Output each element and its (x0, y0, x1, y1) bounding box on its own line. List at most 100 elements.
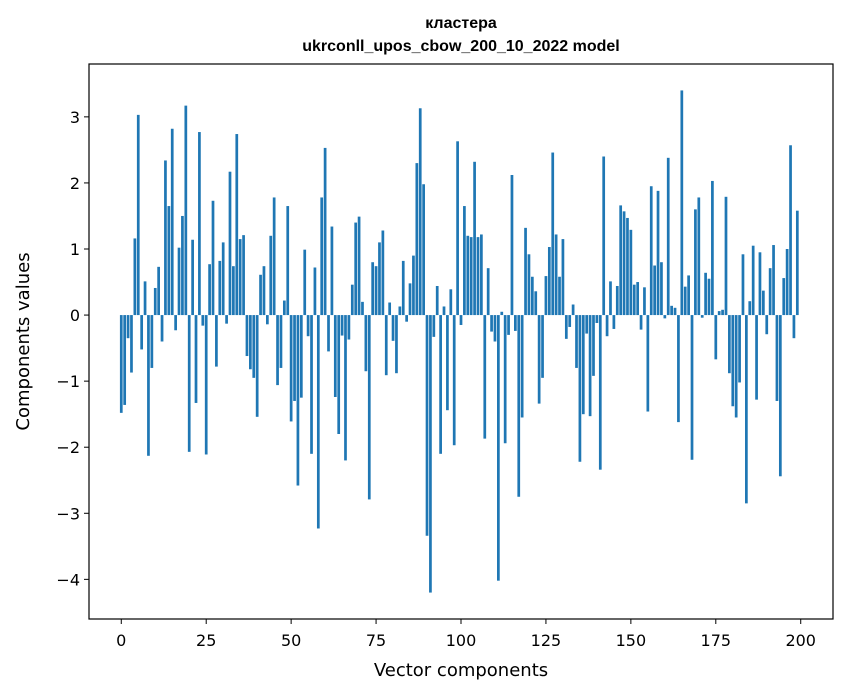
y-tick-label: 1 (70, 240, 80, 259)
bar-117 (517, 315, 521, 497)
bar-60 (323, 147, 327, 316)
y-tick-label: 0 (70, 306, 80, 325)
bar-118 (520, 315, 524, 418)
bar-35 (238, 239, 242, 316)
x-tick-label: 175 (701, 631, 732, 650)
bar-43 (266, 315, 269, 325)
y-axis-ticks: −4 −3 −2 −1 0 1 2 3 (56, 108, 89, 589)
bar-14 (167, 206, 171, 316)
bar-11 (157, 266, 160, 316)
bar-133 (571, 304, 575, 316)
bar-194 (778, 315, 782, 477)
x-tick-label: 75 (366, 631, 386, 650)
bar-18 (181, 215, 184, 316)
bar-187 (755, 315, 758, 400)
y-tick-label: −2 (56, 438, 80, 457)
bar-83 (401, 260, 405, 316)
bar-82 (398, 306, 402, 316)
bar-157 (653, 265, 656, 316)
bar-47 (279, 315, 283, 368)
x-tick-label: 0 (116, 631, 126, 650)
bar-7 (143, 281, 147, 316)
bar-26 (208, 264, 211, 316)
bar-73 (367, 315, 371, 500)
bar-125 (544, 276, 548, 316)
bar-150 (629, 229, 633, 316)
bar-152 (636, 282, 640, 316)
bar-65 (340, 315, 344, 336)
bar-67 (347, 315, 351, 340)
bar-86 (412, 255, 415, 316)
bar-195 (782, 278, 786, 316)
bar-144 (609, 281, 612, 316)
bar-29 (218, 260, 222, 316)
bar-143 (605, 315, 609, 337)
chart-title-line-2: ukrconll_upos_cbow_200_10_2022 model (302, 38, 619, 55)
bar-9 (150, 315, 154, 368)
bar-12 (160, 315, 164, 342)
bar-123 (537, 315, 541, 404)
bar-190 (765, 315, 769, 335)
chart-title-line-1: кластера (425, 15, 497, 32)
bar-132 (568, 315, 572, 327)
bar-30 (221, 242, 225, 316)
plot-frame (88, 63, 834, 620)
bar-169 (694, 209, 697, 316)
bar-107 (483, 315, 487, 439)
bar-139 (592, 315, 595, 376)
bar-22 (194, 315, 198, 403)
bar-57 (313, 267, 317, 316)
bar-102 (466, 235, 470, 316)
bar-58 (316, 315, 320, 529)
bar-155 (646, 315, 650, 412)
bar-88 (418, 108, 422, 316)
bar-63 (333, 315, 337, 397)
bar-137 (585, 315, 589, 334)
bar-181 (734, 315, 738, 418)
y-tick-label: 3 (70, 108, 80, 127)
bar-54 (303, 249, 307, 316)
bar-92 (432, 315, 436, 337)
bar-170 (697, 197, 701, 316)
bar-38 (249, 315, 252, 370)
bar-3 (130, 315, 133, 373)
bar-6 (140, 315, 144, 350)
bar-193 (775, 315, 779, 401)
bar-46 (276, 315, 279, 386)
bar-15 (170, 128, 174, 316)
bar-90 (425, 315, 429, 536)
bar-104 (473, 161, 476, 316)
bar-52 (296, 315, 300, 486)
bar-53 (299, 315, 303, 398)
bar-151 (632, 284, 636, 316)
bar-199 (795, 210, 799, 316)
bar-153 (639, 315, 643, 330)
bar-4 (133, 238, 137, 316)
bar-138 (588, 315, 592, 417)
bar-23 (198, 132, 201, 316)
bar-184 (745, 315, 748, 504)
x-tick-label: 25 (196, 631, 216, 650)
bar-44 (269, 235, 273, 316)
bar-182 (738, 315, 741, 383)
bar-79 (388, 302, 392, 316)
bar-198 (792, 315, 796, 339)
bar-173 (707, 278, 711, 316)
bar-99 (456, 141, 459, 316)
bar-131 (564, 315, 568, 339)
bar-145 (612, 315, 616, 329)
x-tick-label: 200 (785, 631, 816, 650)
bar-56 (310, 315, 313, 454)
bar-176 (717, 311, 721, 316)
bar-66 (344, 315, 347, 461)
bar-0 (119, 315, 123, 413)
bar-171 (700, 315, 704, 318)
bar-180 (731, 315, 735, 407)
bar-95 (442, 306, 446, 316)
bar-71 (361, 301, 364, 316)
bar-96 (446, 315, 449, 411)
bar-165 (680, 90, 684, 316)
bar-177 (721, 309, 724, 316)
